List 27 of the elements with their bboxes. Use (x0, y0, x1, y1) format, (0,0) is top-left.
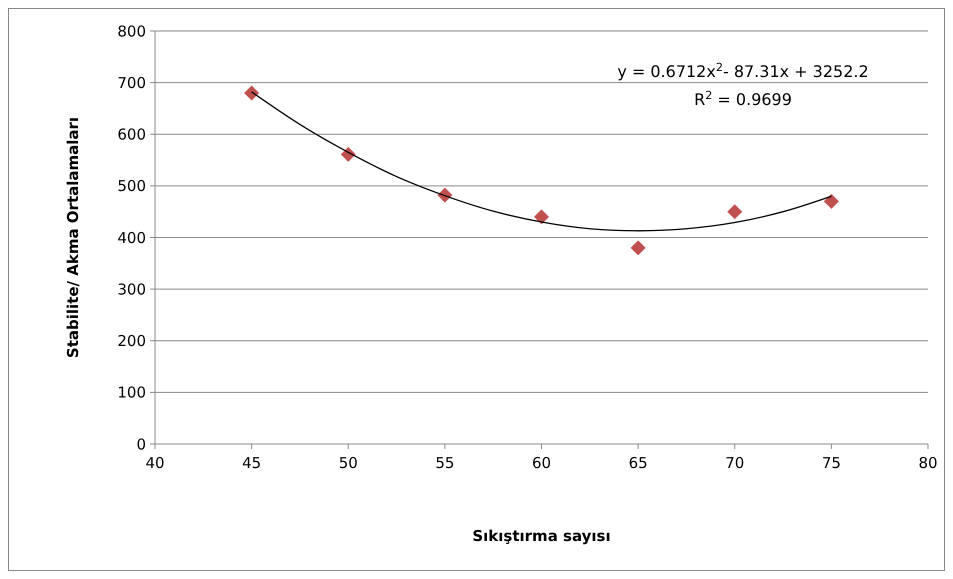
annotation: y = 0.6712x$^{2}$- 87.31x + 3252.2 (617, 60, 869, 81)
point (630, 240, 646, 256)
x-tick-label: 50 (338, 454, 358, 472)
y-tick-label: 400 (117, 228, 146, 247)
x-tick-label: 55 (435, 454, 454, 472)
y-tick-label: 100 (117, 384, 146, 402)
annotation: R$^{2}$ = 0.9699 (694, 88, 792, 109)
y-tick-label: 700 (117, 74, 146, 92)
x-tick-label: 40 (145, 454, 165, 472)
y-tick-label: 600 (117, 126, 146, 144)
point (727, 204, 742, 220)
point (534, 209, 549, 224)
x-tick-label: 65 (628, 454, 648, 472)
y-tick-label: 500 (117, 177, 146, 196)
y-tick-label: 0 (136, 435, 146, 454)
y-tick-label: 800 (117, 22, 146, 40)
x-tick-label: 75 (822, 454, 841, 472)
x-tick-label: 80 (918, 454, 938, 472)
x-axis-title: Sıkıştırma sayısı (472, 527, 611, 545)
x-tick-label: 70 (725, 454, 744, 472)
y-tick-label: 300 (117, 280, 146, 298)
y-tick-label: 200 (117, 332, 146, 350)
x-tick-label: 60 (532, 454, 552, 472)
point (824, 194, 839, 209)
point (244, 85, 260, 100)
x-tick-label: 45 (242, 454, 262, 472)
y-axis-title: Stabilite/ Akma Ortalamaları (64, 116, 82, 358)
